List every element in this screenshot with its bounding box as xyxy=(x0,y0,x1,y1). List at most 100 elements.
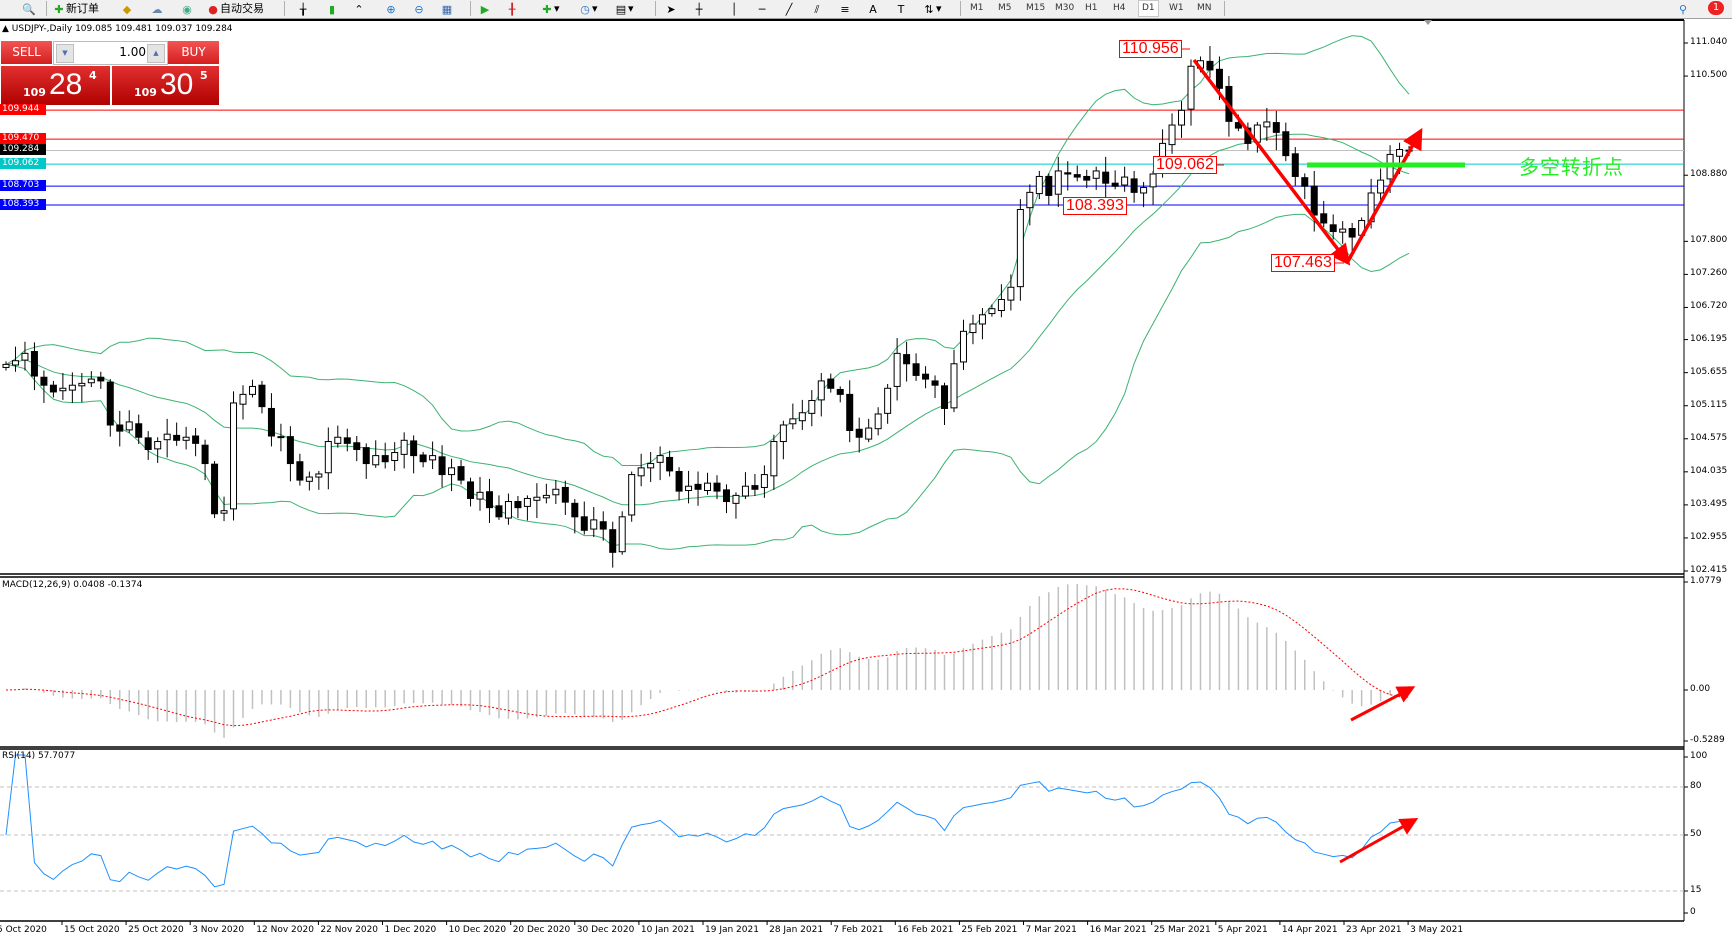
buy-button[interactable]: BUY xyxy=(168,41,219,64)
signals-button[interactable]: ◉ xyxy=(180,1,194,16)
chart-title-text: USDJPY-,Daily 109.085 109.481 109.037 10… xyxy=(11,24,233,34)
candle-bearish xyxy=(419,454,427,463)
chart-shift-icon: ▶ xyxy=(480,2,490,16)
line-chart-button[interactable]: ⌃ xyxy=(352,1,366,16)
chart-title: ▲ USDJPY-,Daily 109.085 109.481 109.037 … xyxy=(2,24,233,34)
candle-bullish xyxy=(590,519,598,530)
timeframe-w1[interactable]: W1 xyxy=(1169,3,1184,13)
timeframe-m30[interactable]: M30 xyxy=(1055,3,1075,13)
rsi-tick-label: 15 xyxy=(1690,885,1702,895)
buy-price-prefix: 109 xyxy=(134,86,157,99)
arrows-button[interactable]: ⇅ ▾ xyxy=(922,1,941,16)
market-watch-button[interactable]: ◆ xyxy=(120,1,134,16)
candle-bullish xyxy=(2,363,10,368)
lot-size-input[interactable] xyxy=(74,44,146,60)
candle-bullish xyxy=(1035,175,1043,195)
buy-price-button[interactable]: 109 30 5 xyxy=(112,66,219,105)
date-tick-label: 7 Feb 2021 xyxy=(833,925,884,935)
autoscroll-button[interactable]: ╂ xyxy=(505,1,519,16)
up-trend-arrow xyxy=(1345,127,1423,264)
candle-bullish xyxy=(125,421,133,431)
zoom-search-button[interactable]: 🔍 xyxy=(22,1,36,16)
macd-label: MACD(12,26,9) 0.0408 -0.1374 xyxy=(2,580,143,590)
auto-trading-button[interactable]: ● 自动交易 xyxy=(206,1,264,16)
search-button[interactable]: ⚲ xyxy=(1676,1,1690,16)
new-order-button[interactable]: ✚ 新订单 xyxy=(52,1,99,16)
chart-canvas[interactable] xyxy=(0,18,1732,940)
timeframe-m1[interactable]: M1 xyxy=(970,3,984,13)
cursor-button[interactable]: ➤ xyxy=(664,1,678,16)
date-tick-label: 23 Apr 2021 xyxy=(1346,925,1402,935)
data-window-button[interactable]: ☁ xyxy=(150,1,164,16)
candle-bearish xyxy=(903,354,911,365)
zoom-in-button[interactable]: ⊕ xyxy=(384,1,398,16)
search-icon: ⚲ xyxy=(1678,2,1688,16)
candlestick-button[interactable]: ▮ xyxy=(325,1,339,16)
price-level-tag: 109.944 xyxy=(0,104,46,116)
indicators-button[interactable]: ✚ ▾ xyxy=(540,1,559,16)
lot-decrease-button[interactable]: ▼ xyxy=(56,44,74,63)
candle-bullish xyxy=(1339,228,1347,233)
price-level-tag: 109.062 xyxy=(0,158,46,170)
candle-bullish xyxy=(732,494,740,504)
sell-price-button[interactable]: 109 28 4 xyxy=(1,66,110,105)
candle-bullish xyxy=(533,496,541,501)
candle-bearish xyxy=(609,529,617,553)
candle-bullish xyxy=(1016,209,1024,288)
candle-bullish xyxy=(808,400,816,414)
candle-bullish xyxy=(637,467,645,477)
candle-bullish xyxy=(969,323,977,334)
zoom-out-button[interactable]: ⊖ xyxy=(412,1,426,16)
candle-bullish xyxy=(68,384,76,391)
date-tick-label: 10 Jan 2021 xyxy=(640,925,695,935)
chart-shift-button[interactable]: ▶ xyxy=(478,1,492,16)
equidistant-channel-button[interactable]: ⫽ xyxy=(810,1,824,16)
bollinger-middle-band xyxy=(5,133,1410,506)
candle-bullish xyxy=(950,363,958,409)
zoom-out-icon: ⊖ xyxy=(414,2,424,16)
trendline-button[interactable]: ╱ xyxy=(782,1,796,16)
tile-windows-button[interactable]: ▦ xyxy=(440,1,454,16)
timeframe-mn[interactable]: MN xyxy=(1197,3,1212,13)
candle-bearish xyxy=(1348,227,1356,238)
text-label-button[interactable]: T xyxy=(894,1,908,16)
candle-bearish xyxy=(1234,122,1242,129)
timeframe-m15[interactable]: M15 xyxy=(1026,3,1046,13)
horizontal-line-button[interactable]: ─ xyxy=(755,1,769,16)
candle-bullish xyxy=(1092,170,1100,179)
timeframe-h4[interactable]: H4 xyxy=(1113,3,1126,13)
candle-bullish xyxy=(1168,124,1176,146)
lot-increase-button[interactable]: ▲ xyxy=(147,44,165,63)
candle-bearish xyxy=(343,437,351,444)
vertical-line-button[interactable]: │ xyxy=(727,1,741,16)
periods-button[interactable]: ◷ ▾ xyxy=(578,1,597,16)
sell-button[interactable]: SELL xyxy=(1,41,52,64)
candle-bearish xyxy=(836,388,844,395)
candle-bullish xyxy=(817,380,825,401)
candle-bearish xyxy=(258,384,266,408)
text-button[interactable]: A xyxy=(866,1,880,16)
candle-bullish xyxy=(874,413,882,430)
timeframe-d1[interactable]: D1 xyxy=(1138,0,1159,17)
notification-badge[interactable]: 1 xyxy=(1708,1,1724,15)
candle-bearish xyxy=(135,423,143,438)
price-tick-label: 104.035 xyxy=(1690,465,1728,476)
candle-bullish xyxy=(789,418,797,425)
templates-button[interactable]: ▤ ▾ xyxy=(615,2,634,16)
date-tick-label: 15 Oct 2020 xyxy=(64,925,120,935)
candle-bearish xyxy=(1291,153,1299,177)
candle-bearish xyxy=(201,444,209,465)
arrows-icon: ⇅ xyxy=(924,2,934,16)
timeframe-h1[interactable]: H1 xyxy=(1085,3,1098,13)
candle-bearish xyxy=(931,380,939,386)
fibonacci-button[interactable]: ≡ xyxy=(838,1,852,16)
candle-bearish xyxy=(286,436,294,465)
candle-bullish xyxy=(324,441,332,474)
price-level-tag: 109.284 xyxy=(0,144,46,156)
timeframe-m5[interactable]: M5 xyxy=(998,3,1012,13)
text-icon: A xyxy=(869,2,877,16)
zoom-in-icon: ⊕ xyxy=(386,2,396,16)
crosshair-button[interactable]: ┼ xyxy=(692,1,706,16)
candle-bearish xyxy=(846,393,854,432)
bar-chart-button[interactable]: ╁ xyxy=(296,1,310,16)
